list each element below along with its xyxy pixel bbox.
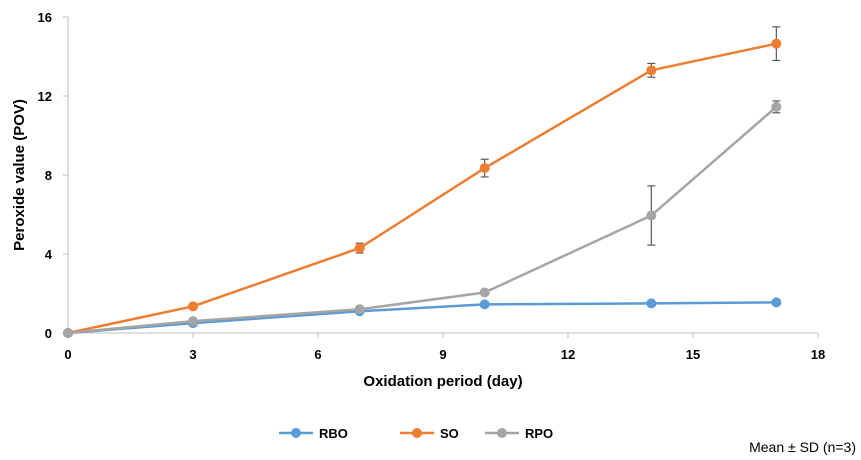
rbo-series-line <box>67 301 777 335</box>
statistics-note: Mean ± SD (n=3) <box>749 439 856 455</box>
so-legend-marker <box>412 428 422 438</box>
x-tick-label: 3 <box>189 347 196 362</box>
tick-labels: 0 3 6 9 12 15 18 0 4 8 12 16 <box>38 10 826 362</box>
rpo-legend-label: RPO <box>525 426 553 441</box>
y-axis-title: Peroxide value (POV) <box>11 99 28 251</box>
rpo-series-line <box>67 105 778 335</box>
rpo-data-point <box>771 101 782 112</box>
so-data-point <box>188 301 198 312</box>
series-markers <box>63 38 782 338</box>
legend: RBO SO RPO <box>279 426 553 441</box>
axes <box>63 16 819 338</box>
so-data-point <box>479 163 490 174</box>
so-data-point <box>771 38 782 49</box>
y-tick-label: 12 <box>38 89 52 104</box>
rbo-data-point <box>479 299 490 310</box>
rpo-data-point <box>63 328 73 338</box>
y-tick-label: 0 <box>45 326 52 341</box>
x-tick-label: 12 <box>561 347 575 362</box>
series-lines <box>67 42 778 335</box>
y-tick-label: 4 <box>45 247 53 262</box>
rbo-data-point <box>646 298 657 309</box>
y-tick-label: 8 <box>45 168 52 183</box>
rpo-data-point <box>479 287 490 298</box>
x-tick-label: 18 <box>811 347 825 362</box>
error-bars <box>355 26 781 254</box>
rpo-data-point <box>354 304 365 315</box>
so-legend-label: SO <box>440 426 459 441</box>
rbo-legend-label: RBO <box>319 426 348 441</box>
rbo-legend-marker <box>291 428 301 438</box>
rbo-data-point <box>771 297 782 308</box>
so-data-point <box>646 65 657 76</box>
rpo-data-point <box>188 316 198 327</box>
rpo-data-point <box>646 210 657 221</box>
so-data-point <box>354 243 365 254</box>
y-tick-label: 16 <box>38 10 52 25</box>
x-tick-label: 0 <box>64 347 71 362</box>
x-tick-label: 15 <box>686 347 700 362</box>
x-axis-title: Oxidation period (day) <box>363 373 522 390</box>
x-tick-label: 6 <box>314 347 321 362</box>
x-tick-label: 9 <box>439 347 446 362</box>
rpo-legend-marker <box>497 428 507 438</box>
so-series-line <box>67 42 777 335</box>
